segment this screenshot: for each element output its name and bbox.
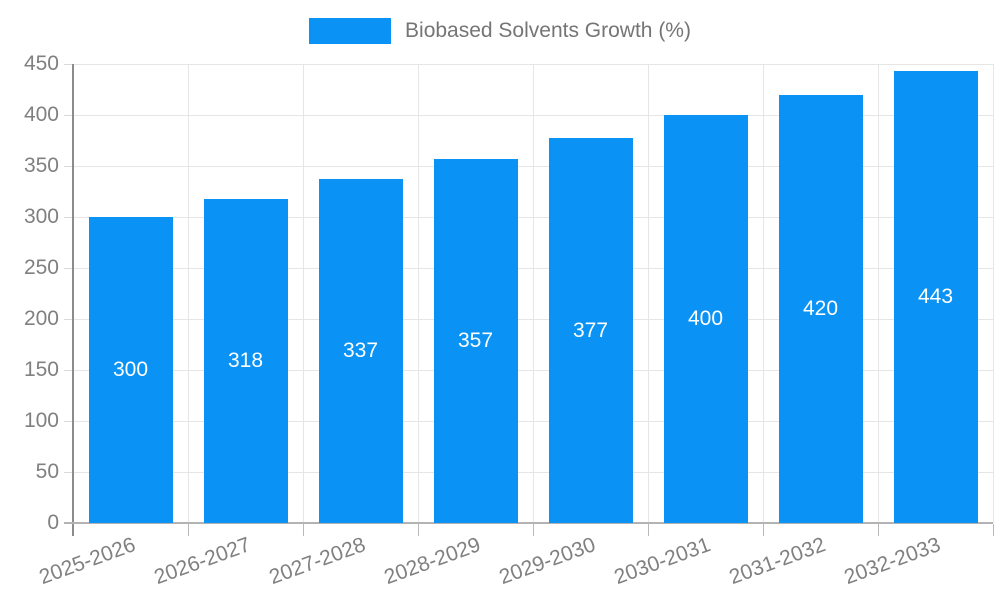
bar-value-label: 400 (687, 307, 724, 330)
gridline-vertical (762, 64, 764, 523)
y-axis-tick (64, 318, 73, 320)
y-axis-label: 100 (23, 409, 59, 432)
bar[interactable]: 300 (88, 217, 173, 523)
bar-value-label: 420 (802, 296, 839, 320)
bar[interactable]: 443 (893, 71, 978, 523)
gridline-vertical (187, 64, 189, 523)
y-axis-label: 400 (23, 103, 59, 126)
bar[interactable]: 420 (778, 94, 863, 523)
y-axis-tick (64, 165, 73, 167)
x-axis-tick (417, 524, 419, 536)
y-axis-tick (64, 267, 73, 269)
bar-value-label: 300 (112, 358, 149, 381)
y-axis-label: 300 (23, 205, 59, 228)
bar[interactable]: 377 (548, 138, 633, 523)
gridline-vertical (302, 64, 304, 523)
y-axis-line (72, 64, 74, 536)
x-axis-tick (532, 524, 534, 536)
legend: Biobased Solvents Growth (%) (0, 18, 1000, 44)
gridline-vertical (532, 64, 534, 523)
bar[interactable]: 337 (318, 179, 403, 523)
x-axis-tick (187, 524, 189, 536)
x-axis-tick (302, 524, 304, 536)
gridline-vertical (647, 64, 649, 523)
y-axis-label: 250 (23, 256, 59, 279)
bar[interactable]: 357 (433, 158, 518, 523)
bar-value-label: 318 (227, 348, 264, 372)
y-axis-label: 0 (47, 511, 59, 534)
gridline-vertical (417, 64, 419, 523)
gridline-vertical (992, 64, 994, 523)
y-axis-tick (64, 420, 73, 422)
bar[interactable]: 318 (203, 198, 288, 523)
gridline-vertical (877, 64, 879, 523)
y-axis-tick (64, 471, 73, 473)
y-axis-tick (64, 114, 73, 116)
x-axis-tick (877, 524, 879, 536)
x-axis-tick (762, 524, 764, 536)
y-axis-label: 50 (35, 460, 59, 483)
y-axis-label: 350 (23, 154, 59, 177)
x-axis-tick (992, 524, 994, 536)
y-axis-label: 200 (23, 307, 59, 330)
bar[interactable]: 400 (663, 115, 748, 523)
bar-value-label: 443 (917, 285, 954, 309)
bar-value-label: 337 (342, 339, 379, 363)
bar-value-label: 377 (572, 318, 609, 342)
y-axis-tick (64, 369, 73, 371)
x-axis-tick (647, 524, 649, 536)
y-axis-label: 450 (23, 52, 59, 75)
y-axis-tick (64, 63, 73, 65)
x-axis-line (64, 522, 993, 524)
y-axis-tick (64, 216, 73, 218)
y-axis-label: 150 (23, 358, 59, 381)
legend-swatch[interactable] (309, 18, 392, 44)
bar-value-label: 357 (457, 328, 494, 352)
legend-label: Biobased Solvents Growth (%) (405, 19, 691, 42)
